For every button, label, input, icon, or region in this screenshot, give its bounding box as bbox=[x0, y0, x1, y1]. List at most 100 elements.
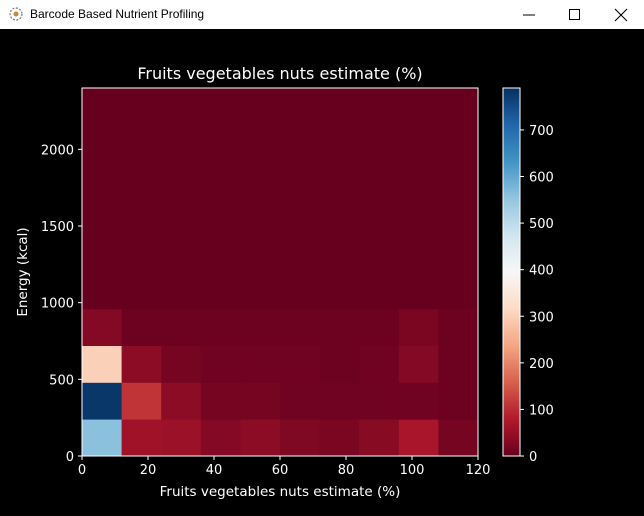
heatmap-cell bbox=[438, 308, 479, 346]
y-tick-label: 1500 bbox=[41, 220, 74, 235]
heatmap-cell bbox=[82, 272, 122, 310]
heatmap-cell bbox=[161, 272, 202, 310]
colorbar-tick-label: 700 bbox=[529, 124, 554, 139]
heatmap-cell bbox=[161, 308, 202, 346]
heatmap-cell bbox=[200, 161, 241, 199]
heatmap-cell bbox=[398, 419, 439, 457]
heatmap-cell bbox=[240, 272, 281, 310]
heatmap-cell bbox=[359, 124, 400, 162]
heatmap-cell bbox=[438, 345, 479, 383]
title-bar[interactable]: Barcode Based Nutrient Profiling bbox=[0, 0, 644, 29]
heatmap-cell bbox=[280, 161, 320, 199]
window-title: Barcode Based Nutrient Profiling bbox=[30, 7, 205, 21]
heatmap-cell bbox=[121, 419, 162, 457]
heatmap-cell bbox=[121, 161, 162, 199]
heatmap-cell bbox=[161, 161, 202, 199]
heatmap-cell bbox=[240, 235, 281, 273]
heatmap-cell bbox=[161, 345, 202, 383]
heatmap-cell bbox=[359, 235, 400, 273]
heatmap-cell bbox=[438, 235, 479, 273]
x-tick-label: 100 bbox=[400, 463, 425, 478]
heatmap-cell bbox=[200, 419, 241, 457]
heatmap-cell bbox=[438, 272, 479, 310]
heatmap-cell bbox=[280, 124, 320, 162]
heatmap-cell bbox=[359, 198, 400, 236]
heatmap-cell bbox=[82, 235, 122, 273]
heatmap-cell bbox=[240, 382, 281, 420]
heatmap-cell bbox=[82, 382, 122, 420]
heatmap-cell bbox=[121, 382, 162, 420]
heatmap-cell bbox=[398, 308, 439, 346]
heatmap-cell bbox=[438, 419, 479, 457]
heatmap-cell bbox=[319, 161, 360, 199]
heatmap-cell bbox=[398, 235, 439, 273]
heatmap-cell bbox=[280, 235, 320, 273]
heatmap-cell bbox=[319, 308, 360, 346]
heatmap-cell bbox=[319, 235, 360, 273]
heatmap-cell bbox=[161, 88, 202, 126]
maximize-button[interactable] bbox=[552, 0, 598, 29]
heatmap-cell bbox=[319, 124, 360, 162]
heatmap-cell bbox=[280, 272, 320, 310]
x-tick-label: 20 bbox=[140, 463, 157, 478]
plot-canvas[interactable]: 0 20 40 60 80 100 120 0 500 1000 1500 2000 Fruits ve… bbox=[0, 29, 644, 511]
colorbar bbox=[502, 87, 521, 457]
heatmap-cell bbox=[319, 419, 360, 457]
heatmap-cell bbox=[161, 419, 202, 457]
heatmap-cell bbox=[82, 308, 122, 346]
x-tick-label: 40 bbox=[206, 463, 223, 478]
colorbar-tick-label: 600 bbox=[529, 171, 554, 186]
heatmap-cell bbox=[359, 161, 400, 199]
app-logo-icon bbox=[9, 7, 23, 21]
heatmap-cell bbox=[240, 88, 281, 126]
heatmap-cell bbox=[438, 161, 479, 199]
heatmap-cell bbox=[240, 345, 281, 383]
heatmap-cell bbox=[319, 198, 360, 236]
heatmap-cell bbox=[121, 345, 162, 383]
x-axis-label: Fruits vegetables nuts estimate (%) bbox=[160, 484, 401, 500]
minimize-button[interactable] bbox=[506, 0, 552, 29]
heatmap-cell bbox=[200, 382, 241, 420]
chart-title: Fruits vegetables nuts estimate (%) bbox=[137, 64, 422, 83]
heatmap-cell bbox=[398, 88, 439, 126]
close-button[interactable] bbox=[598, 0, 644, 29]
heatmap-cell bbox=[280, 345, 320, 383]
y-tick-label: 2000 bbox=[41, 143, 74, 158]
colorbar-tick-label: 100 bbox=[529, 403, 554, 418]
heatmap-cell bbox=[161, 198, 202, 236]
x-tick-label: 60 bbox=[272, 463, 289, 478]
heatmap-cell bbox=[319, 382, 360, 420]
heatmap-cell bbox=[82, 345, 122, 383]
heatmap-cell bbox=[240, 419, 281, 457]
colorbar-tick-label: 200 bbox=[529, 357, 554, 372]
colorbar-tick-label: 300 bbox=[529, 310, 554, 325]
heatmap-cell bbox=[319, 272, 360, 310]
heatmap-cell bbox=[200, 345, 241, 383]
x-tick-label: 0 bbox=[78, 463, 86, 478]
heatmap-cell bbox=[438, 198, 479, 236]
heatmap-cell bbox=[280, 88, 320, 126]
heatmap-cell bbox=[359, 382, 400, 420]
close-icon bbox=[614, 8, 628, 22]
heatmap-cell bbox=[82, 198, 122, 236]
heatmap-cell bbox=[200, 272, 241, 310]
colorbar-tick-label: 0 bbox=[529, 450, 537, 465]
heatmap-cell bbox=[438, 382, 479, 420]
heatmap-cell bbox=[280, 419, 320, 457]
x-tick-label: 120 bbox=[466, 463, 491, 478]
heatmap-cell bbox=[240, 124, 281, 162]
heatmap-cell bbox=[200, 88, 241, 126]
heatmap-cell bbox=[200, 308, 241, 346]
heatmap-cell bbox=[82, 161, 122, 199]
heatmap-cell bbox=[359, 308, 400, 346]
colorbar-tick-label: 500 bbox=[529, 217, 554, 232]
heatmap-cell bbox=[240, 198, 281, 236]
heatmap-cell bbox=[240, 161, 281, 199]
heatmap-cell bbox=[121, 235, 162, 273]
heatmap-cell bbox=[359, 88, 400, 126]
heatmap-cell bbox=[82, 88, 122, 126]
heatmap-cell bbox=[161, 124, 202, 162]
heatmap-cell bbox=[240, 308, 281, 346]
